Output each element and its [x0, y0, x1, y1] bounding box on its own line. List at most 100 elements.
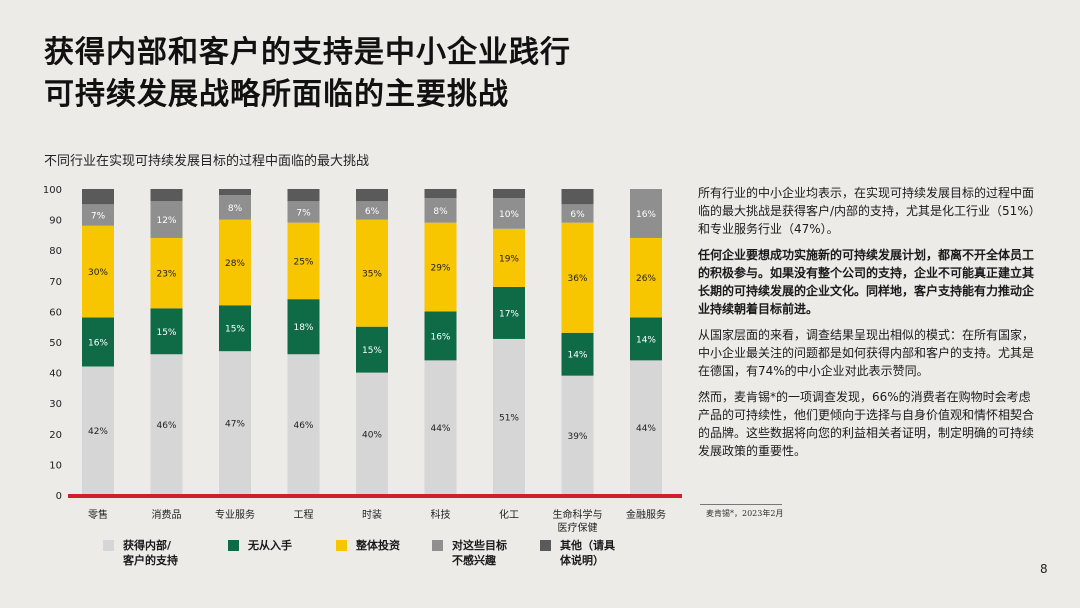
x-tick-label: 化工: [499, 508, 519, 521]
sidebar-paragraph-1: 所有行业的中小企业均表示，在实现可持续发展目标的过程中面临的最大挑战是获得客户/…: [698, 186, 1035, 236]
bar-segment: [356, 201, 388, 220]
bar-segment: [424, 222, 457, 312]
data-label: 15%: [156, 328, 176, 338]
bar-segment: [150, 237, 183, 309]
y-tick-label: 40: [49, 369, 62, 380]
bar-segment: [561, 375, 594, 495]
legend-label: 无从入手: [248, 539, 292, 552]
data-label: 14%: [567, 351, 587, 361]
bar-segment: [287, 201, 320, 223]
legend-item: 对这些目标 不感兴趣: [432, 538, 507, 568]
bar-segment: [424, 189, 457, 199]
bar-segment: [561, 222, 594, 333]
legend-swatch: [432, 540, 443, 551]
data-label: 18%: [293, 323, 313, 333]
bar-segment: [493, 286, 525, 339]
bar-segment: [219, 189, 251, 196]
data-label: 36%: [567, 274, 587, 284]
x-tick-label: 科技: [431, 508, 451, 521]
legend-label: 整体投资: [356, 539, 400, 552]
bar-segment: [150, 354, 183, 495]
slide-title-line-1: 获得内部和客户的支持是中小企业践行: [44, 35, 571, 70]
page-number: 8: [1040, 562, 1048, 576]
bar-segment: [219, 219, 251, 306]
y-tick-label: 100: [43, 185, 62, 196]
data-label: 19%: [499, 254, 519, 264]
bar-segment: [630, 360, 662, 495]
sidebar-paragraph-3: 从国家层面的来看，调查结果呈现出相似的模式：在所有国家，中小企业最关注的问题都是…: [698, 328, 1035, 378]
data-label: 14%: [636, 335, 656, 345]
stacked-bar-chart: 0 10 20 30 40 50 60 70 80 90 100 42% 16% 30% 7% 零售 46% 15…: [43, 185, 682, 534]
data-label: 10%: [499, 210, 519, 220]
bar-segment: [219, 351, 251, 495]
legend-label: 对这些目标 不感兴趣: [452, 539, 507, 567]
data-label: 44%: [430, 424, 450, 434]
bar-segment: [561, 204, 594, 223]
bar-segment: [356, 326, 388, 373]
data-label: 40%: [362, 430, 382, 440]
bar-segment: [424, 311, 457, 361]
data-label: 30%: [88, 268, 108, 278]
data-label: 25%: [293, 257, 313, 267]
y-tick-label: 80: [49, 246, 62, 257]
bar-segment: [82, 366, 114, 495]
legend-swatch: [540, 540, 551, 551]
x-tick-label: 消费品: [152, 508, 182, 521]
legend-swatch: [228, 540, 239, 551]
y-tick-label: 90: [49, 216, 62, 227]
bar-segment: [356, 189, 388, 202]
data-label: 51%: [499, 413, 519, 423]
y-tick-label: 50: [49, 338, 62, 349]
legend-item: 其他（请具 体说明）: [540, 538, 615, 568]
slide-title-line-2: 可持续发展战略所面临的主要挑战: [44, 77, 509, 112]
bar-segment: [424, 198, 457, 223]
data-label: 26%: [636, 274, 656, 284]
data-label: 17%: [499, 309, 519, 319]
data-label: 44%: [636, 424, 656, 434]
chart-title: 不同行业在实现可持续发展目标的过程中面临的最大挑战: [44, 154, 370, 169]
y-tick-label: 70: [49, 277, 62, 288]
x-tick-label: 专业服务: [215, 508, 255, 521]
chart-legend: 获得内部/ 客户的支持 无从入手 整体投资 对这些目标 不感兴趣 其他（请具 体说明）: [0, 538, 700, 578]
bar-segment: [82, 225, 114, 318]
bar-segment: [561, 332, 594, 376]
bar-segment: [356, 219, 388, 327]
data-label: 47%: [225, 420, 245, 430]
legend-label: 其他（请具 体说明）: [560, 539, 615, 567]
y-tick-label: 60: [49, 307, 62, 318]
bar-segment: [287, 189, 320, 202]
bar-segment: [356, 372, 388, 495]
data-label: 7%: [91, 212, 106, 222]
bar-segment: [493, 228, 525, 287]
bar-segment: [82, 204, 114, 226]
data-label: 28%: [225, 259, 245, 269]
bar-segment: [287, 354, 320, 495]
bar-segment: [150, 201, 183, 238]
x-tick-label: 金融服务: [626, 508, 666, 521]
data-label: 23%: [156, 270, 176, 280]
data-label: 46%: [293, 421, 313, 431]
data-label: 6%: [365, 207, 380, 217]
slide-title: 获得内部和客户的支持是中小企业践行 可持续发展战略所面临的主要挑战: [44, 32, 744, 116]
bar-segment: [493, 189, 525, 199]
bar-segment: [82, 317, 114, 367]
bar-segment: [630, 317, 662, 361]
data-label: 39%: [567, 432, 587, 442]
x-tick-label: 工程: [294, 509, 314, 521]
bar-segment: [287, 222, 320, 300]
bar-segment: [82, 189, 114, 205]
legend-swatch: [336, 540, 347, 551]
y-tick-label: 20: [49, 430, 62, 441]
data-label: 29%: [430, 264, 450, 274]
data-label: 12%: [156, 216, 176, 226]
x-tick-label: 时装: [362, 508, 382, 521]
data-label: 6%: [570, 210, 585, 220]
data-label: 35%: [362, 270, 382, 280]
sidebar-text: 所有行业的中小企业均表示，在实现可持续发展目标的过程中面临的最大挑战是获得客户/…: [698, 184, 1040, 468]
bar-segment: [493, 338, 525, 495]
data-label: 7%: [296, 208, 311, 218]
bar-segment: [493, 198, 525, 229]
bar-segment: [424, 360, 457, 495]
data-label: 16%: [430, 332, 450, 342]
data-label: 8%: [228, 204, 243, 214]
